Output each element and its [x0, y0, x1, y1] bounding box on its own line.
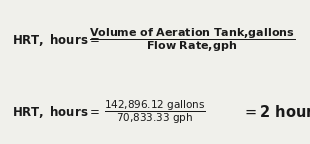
Text: $\mathbf{HRT,\ hours} =$: $\mathbf{HRT,\ hours} =$	[12, 104, 100, 120]
Text: $\dfrac{142{,}896.12\ \mathrm{gallons}}{70{,}833.33\ \mathrm{gph}}$: $\dfrac{142{,}896.12\ \mathrm{gallons}}{…	[104, 99, 206, 126]
Text: $\dfrac{\mathbf{Volume\ of\ Aeration\ Tank{,}gallons}}{\mathbf{Flow\ Rate{,}gph}: $\dfrac{\mathbf{Volume\ of\ Aeration\ Ta…	[89, 27, 295, 54]
Text: $= \mathbf{2\ hours}$: $= \mathbf{2\ hours}$	[242, 104, 310, 120]
Text: $\mathbf{HRT,\ hours} =$: $\mathbf{HRT,\ hours} =$	[12, 32, 100, 48]
